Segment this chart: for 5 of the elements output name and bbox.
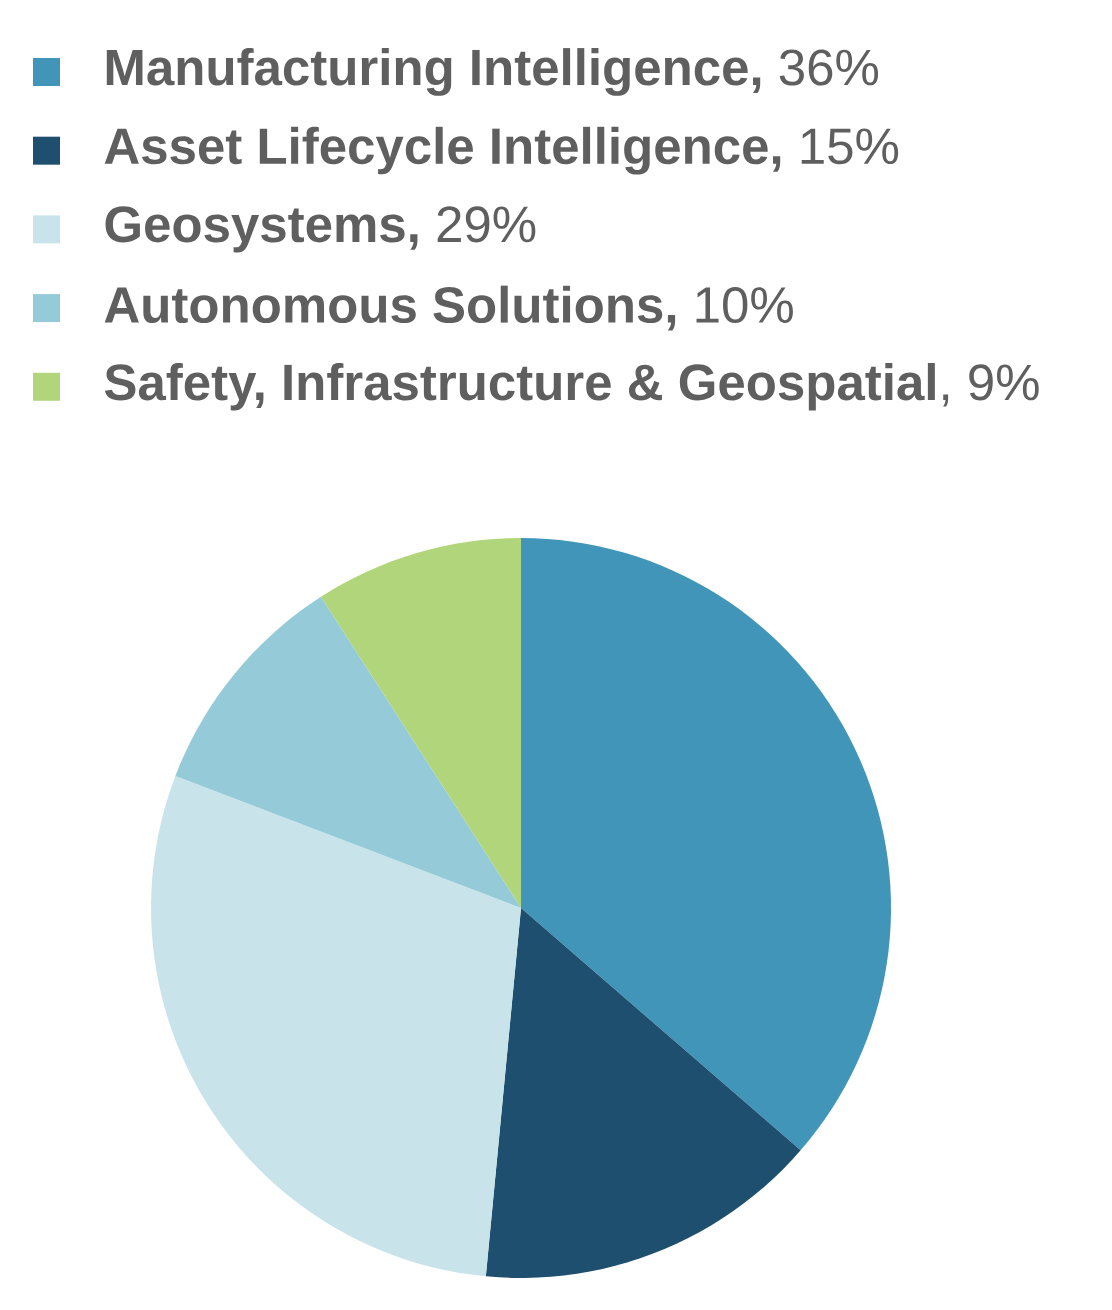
legend-label: Asset Lifecycle Intelligence, 15%: [104, 126, 899, 175]
legend-label: Safety, Infrastructure & Geospatial, 9%: [104, 363, 1039, 411]
legend-label: Autonomous Solutions, 10%: [104, 285, 793, 331]
legend-label: Manufacturing Intelligence, 36%: [106, 48, 879, 96]
legend-label: Geosystems, 29%: [105, 206, 536, 253]
